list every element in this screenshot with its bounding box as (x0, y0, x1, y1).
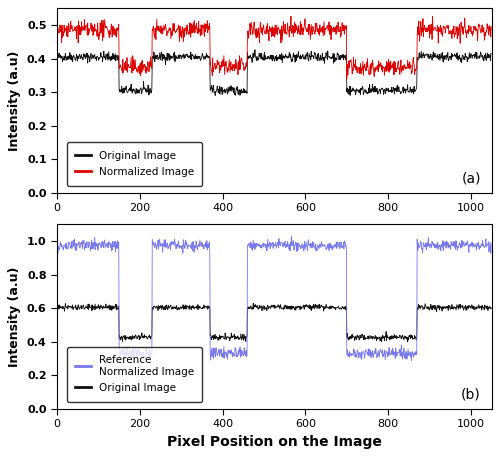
Legend: Reference
Normalized Image, Original Image: Reference Normalized Image, Original Ima… (66, 347, 202, 402)
Y-axis label: Intensity (a.u): Intensity (a.u) (8, 266, 22, 367)
Text: (a): (a) (462, 171, 481, 186)
Legend: Original Image, Normalized Image: Original Image, Normalized Image (66, 142, 202, 186)
X-axis label: Pixel Position on the Image: Pixel Position on the Image (167, 435, 382, 449)
Y-axis label: Intensity (a.u): Intensity (a.u) (8, 50, 22, 151)
Text: (b): (b) (461, 388, 481, 401)
